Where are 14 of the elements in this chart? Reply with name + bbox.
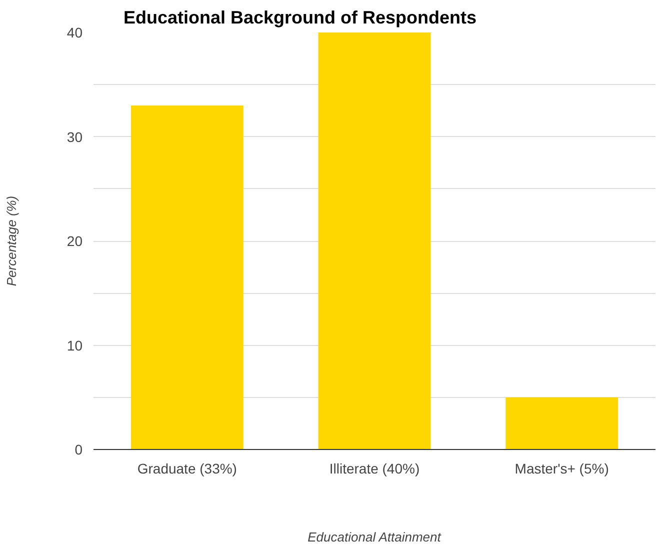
y-tick-label: 40 — [66, 24, 83, 40]
bar — [506, 397, 618, 450]
bar — [318, 32, 431, 450]
y-tick-label: 10 — [66, 337, 83, 354]
y-tick-label: 0 — [74, 442, 83, 458]
bar — [130, 105, 244, 450]
chart-title: Educational Background of Respondents — [124, 8, 477, 28]
x-tick-label: Graduate (33%) — [137, 460, 237, 476]
x-axis-title: Educational Attainment — [308, 530, 442, 544]
y-axis-title: Percentage (%) — [4, 196, 19, 286]
y-tick-label: 30 — [66, 128, 83, 145]
y-tick-label: 20 — [66, 233, 83, 249]
x-tick-label: Master's+ (5%) — [514, 460, 609, 476]
x-tick-label: Illiterate (40%) — [329, 460, 420, 476]
